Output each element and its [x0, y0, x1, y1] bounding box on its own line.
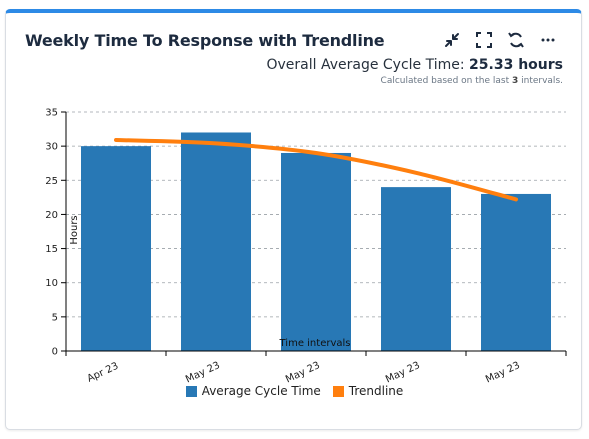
x-tick-label: May 23	[384, 360, 422, 385]
x-axis-title: Time intervals	[279, 338, 351, 349]
note-count: 3	[511, 76, 519, 86]
bar	[81, 146, 151, 351]
refresh-icon[interactable]	[505, 29, 527, 51]
more-icon[interactable]	[537, 29, 559, 51]
trendline	[114, 137, 518, 202]
y-tick-label: 5	[52, 312, 58, 323]
bar	[481, 193, 551, 351]
widget-title: Weekly Time To Response with Trendline	[25, 31, 385, 50]
legend-swatch-bar	[185, 385, 197, 397]
y-tick-label: 25	[45, 176, 58, 187]
summary-line: Overall Average Cycle Time: 25.33 hours	[266, 57, 563, 73]
widget-toolbar	[441, 29, 559, 51]
summary-value: 25.33 hours	[469, 57, 563, 73]
x-tick-label: Apr 23	[86, 361, 121, 385]
legend-item-trend[interactable]: Trendline	[332, 384, 404, 398]
y-tick-label: 20	[45, 210, 58, 221]
y-tick-label: 0	[52, 347, 58, 358]
y-axis-title: Hours	[69, 215, 80, 244]
y-tick-label: 30	[45, 142, 58, 153]
legend-swatch-trend	[332, 385, 344, 397]
bar	[181, 132, 251, 351]
summary-note: Calculated based on the last 3 intervals…	[266, 76, 563, 86]
legend-label-trend: Trendline	[348, 384, 404, 398]
x-tick-label: May 23	[284, 360, 322, 385]
legend-label-bar: Average Cycle Time	[201, 384, 321, 398]
chart-legend: Average Cycle Time Trendline	[0, 384, 589, 398]
x-tick-label: May 23	[184, 360, 222, 385]
bar	[281, 152, 351, 351]
y-tick-label: 10	[45, 278, 58, 289]
collapse-icon[interactable]	[441, 29, 463, 51]
note-prefix: Calculated based on the last	[380, 76, 510, 86]
summary-block: Overall Average Cycle Time: 25.33 hours …	[266, 57, 563, 86]
note-suffix: intervals.	[521, 76, 563, 86]
y-tick-label: 35	[45, 108, 58, 119]
y-tick-label: 15	[45, 244, 58, 255]
summary-label: Overall Average Cycle Time:	[266, 57, 465, 73]
x-tick-label: May 23	[484, 360, 522, 385]
bar	[381, 187, 451, 351]
fullscreen-icon[interactable]	[473, 29, 495, 51]
legend-item-bar[interactable]: Average Cycle Time	[185, 384, 321, 398]
